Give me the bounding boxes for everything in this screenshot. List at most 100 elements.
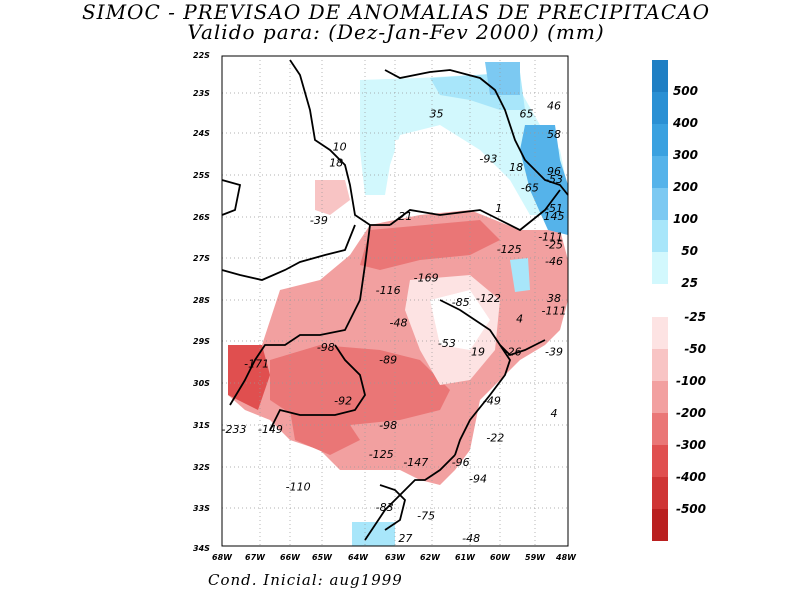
colorbar-swatch (652, 252, 668, 284)
colorbar-swatch (652, 317, 668, 349)
lon-axis: 68W 67W 66W 65W 64W 63W 62W 61W 60W 59W … (212, 553, 577, 562)
anomaly-label: -89 (379, 354, 397, 367)
colorbar-swatch (652, 92, 668, 124)
anomaly-label: -169 (414, 272, 439, 285)
near-normal-east (430, 290, 490, 350)
colorbar-swatch (652, 477, 668, 509)
boundaries (221, 59, 569, 541)
moderate-deficit-area (315, 180, 350, 215)
anomaly-label: -39 (545, 345, 563, 358)
anomaly-label: 145 (544, 210, 565, 223)
colorbar-swatch (652, 124, 668, 156)
lon-tick: 62W (420, 553, 441, 562)
deficit-south (290, 410, 360, 455)
anomaly-label: -94 (469, 472, 487, 485)
anomaly-label: -125 (369, 448, 394, 461)
lat-tick: 26S (193, 213, 210, 222)
colorbar-swatch (652, 413, 668, 445)
anomaly-label: -98 (317, 341, 335, 354)
lat-tick: 24S (193, 129, 210, 138)
anomaly-label: -149 (258, 423, 283, 436)
anomaly-label: -25 (545, 239, 563, 252)
anomaly-label: -116 (376, 284, 401, 297)
anomaly-label: -122 (476, 292, 501, 305)
lon-tick: 67W (245, 553, 266, 562)
lat-tick: 22S (193, 51, 210, 60)
lat-tick: 28S (193, 296, 210, 305)
colorbar-label: -500 (676, 502, 706, 516)
anomaly-label: -48 (390, 317, 408, 330)
anomaly-label: -147 (403, 456, 428, 469)
wet-spot-south (352, 522, 395, 546)
anomaly-label: -111 (542, 304, 567, 317)
lon-tick: 63W (385, 553, 406, 562)
anomaly-label: -85 (452, 296, 470, 309)
colorbar-swatch (652, 349, 668, 381)
colorbar-label: -200 (676, 406, 706, 420)
lon-tick: 65W (312, 553, 333, 562)
anomaly-label: -49 (483, 395, 501, 408)
colorbar-label: 400 (672, 116, 698, 130)
anomaly-label: 19 (471, 345, 485, 358)
anomaly-label: -26 (504, 345, 522, 358)
anomaly-label: -111 (538, 231, 563, 244)
colorbar-swatch (652, 156, 668, 188)
colorbar-label: -100 (676, 374, 706, 388)
anomaly-label: 18 (509, 161, 523, 174)
colorbar-label: -300 (676, 438, 706, 452)
lon-tick: 68W (212, 553, 233, 562)
river-parana (389, 189, 561, 232)
anomaly-label: 58 (547, 128, 561, 141)
lon-tick: 66W (280, 553, 301, 562)
anomaly-label: 18 (329, 157, 343, 170)
anomaly-label: -39 (310, 214, 328, 227)
anomaly-label: 65 (520, 108, 534, 121)
anomaly-label: -92 (334, 395, 352, 408)
colorbar-label: -25 (684, 310, 706, 324)
chart-subtitle: Valido para: (Dez-Jan-Fev 2000) (mm) (187, 20, 605, 44)
colorbar-label: -400 (676, 470, 706, 484)
lon-tick: 59W (525, 553, 546, 562)
anomaly-label: -65 (521, 181, 539, 194)
anomaly-label: -93 (479, 153, 497, 166)
anomaly-label: 4 (516, 313, 523, 326)
anomaly-label: -96 (452, 456, 470, 469)
border-central (229, 224, 371, 406)
coastline-east (384, 69, 569, 196)
anomaly-label: -171 (244, 358, 269, 371)
lat-tick: 32S (193, 463, 210, 472)
anomaly-label: -51 (545, 202, 563, 215)
border-uruguay (439, 299, 511, 456)
colorbar-label: -50 (684, 342, 706, 356)
anomaly-label: 46 (547, 99, 561, 112)
lat-tick: 30S (193, 379, 210, 388)
chart-title: SIMOC - PREVISAO DE ANOMALIAS DE PRECIPI… (81, 0, 711, 24)
anomaly-label: -125 (497, 243, 522, 256)
colorbar-swatch (652, 381, 668, 413)
lon-tick: 48W (555, 553, 577, 562)
border-paraguay (289, 59, 390, 226)
map-frame (221, 55, 569, 547)
lat-tick: 27S (193, 254, 210, 263)
central-core (395, 135, 500, 210)
colorbar-label: 200 (673, 180, 698, 194)
border-bolivia-chile (221, 179, 242, 216)
colorbar: 500 400 300 200 100 50 25 -25 -50 -100 -200 -300 -40… (652, 60, 706, 541)
anomaly-label: -46 (545, 255, 563, 268)
river-uruguay (499, 339, 546, 357)
border-pampa (379, 484, 406, 531)
anomaly-label: 4 (551, 407, 558, 420)
border-south (221, 224, 356, 281)
wet-area-northeast (485, 62, 520, 95)
colorbar-swatch (652, 445, 668, 477)
colorbar-swatch (652, 509, 668, 541)
colorbar-label: 100 (673, 212, 698, 226)
anomaly-label: -53 (545, 173, 563, 186)
wet-spot-mid (510, 258, 530, 292)
deficit-central (270, 345, 450, 425)
border-internal (269, 344, 366, 431)
anomaly-label: -233 (222, 423, 247, 436)
anomaly-label: 38 (547, 292, 561, 305)
colorbar-swatch (652, 60, 668, 92)
